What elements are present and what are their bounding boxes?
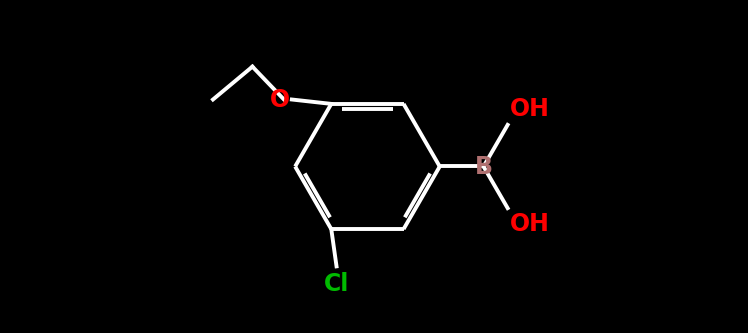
Text: B: B (474, 155, 492, 178)
Text: OH: OH (510, 97, 550, 121)
Text: Cl: Cl (324, 272, 349, 296)
Text: O: O (269, 88, 289, 112)
Text: OH: OH (510, 212, 550, 236)
